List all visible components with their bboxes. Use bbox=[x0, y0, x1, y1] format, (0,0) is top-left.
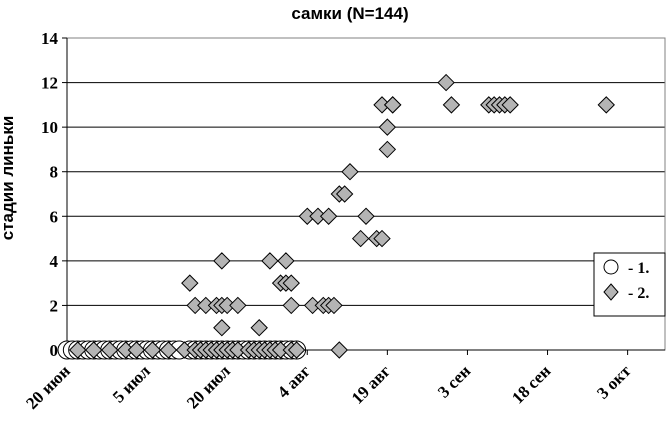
chart-title: самки (N=144) bbox=[291, 4, 408, 23]
y-tick-label: 12 bbox=[41, 74, 58, 93]
x-tick-label: 18 сен bbox=[508, 361, 554, 407]
grid-lines bbox=[67, 37, 665, 306]
legend: - 1. - 2. bbox=[593, 252, 666, 317]
series-2-point bbox=[287, 341, 306, 359]
series-2-point bbox=[277, 252, 295, 270]
x-tick-label: 20 июн bbox=[22, 361, 74, 413]
series-2-point bbox=[325, 296, 343, 315]
x-tick-label: 3 сен bbox=[434, 361, 474, 401]
y-tick-labels: 0 2 4 6 8 10 12 14 bbox=[41, 29, 67, 360]
y-tick-label: 14 bbox=[41, 29, 59, 48]
series-2-point bbox=[181, 274, 199, 292]
y-tick-label: 8 bbox=[50, 163, 59, 182]
series-2-point bbox=[501, 96, 519, 114]
series-2-point bbox=[335, 185, 354, 203]
series-2-point bbox=[330, 341, 349, 359]
series-2-point bbox=[250, 319, 268, 337]
y-axis-label: стадии линьки bbox=[0, 116, 17, 241]
series-2-point bbox=[442, 96, 461, 114]
series-2-point bbox=[437, 73, 455, 92]
series-2-point bbox=[351, 229, 370, 248]
series-2-point bbox=[357, 207, 375, 225]
x-tick-label: 20 июл bbox=[183, 361, 234, 412]
series-2-point bbox=[213, 252, 231, 270]
series-2-point bbox=[282, 274, 300, 292]
series-2-point bbox=[261, 252, 279, 270]
series-2-point bbox=[383, 96, 402, 114]
legend-series-1-marker bbox=[603, 259, 619, 275]
y-tick-label: 0 bbox=[50, 341, 59, 360]
series-2-point bbox=[143, 341, 162, 359]
series-2-point bbox=[378, 118, 397, 136]
series-2-point bbox=[101, 341, 119, 359]
series-2-points bbox=[68, 73, 615, 359]
series-2-point bbox=[378, 140, 397, 159]
x-tick-label: 19 авг bbox=[348, 361, 395, 408]
series-2-point bbox=[341, 163, 359, 181]
y-tick-label: 6 bbox=[50, 207, 59, 226]
series-2-point bbox=[319, 207, 338, 225]
y-tick-label: 2 bbox=[50, 296, 59, 315]
series-2-point bbox=[159, 341, 178, 359]
series-2-point bbox=[213, 319, 231, 337]
axes bbox=[66, 38, 665, 351]
series-2-point bbox=[68, 341, 87, 359]
legend-series-2-marker bbox=[603, 283, 619, 301]
y-tick-label: 4 bbox=[50, 252, 59, 271]
x-tick-label: 5 июл bbox=[109, 361, 154, 406]
series-2-point bbox=[229, 296, 247, 315]
series-2-point bbox=[127, 341, 146, 359]
series-2-point bbox=[84, 341, 103, 359]
x-tick-label: 3 окт bbox=[593, 361, 635, 403]
x-tick-label: 4 авг bbox=[274, 361, 315, 402]
series-2-point bbox=[597, 96, 615, 114]
legend-series-2-label: - 2. bbox=[628, 285, 649, 302]
plot-area bbox=[66, 37, 666, 351]
y-tick-label: 10 bbox=[41, 118, 58, 137]
legend-series-1-label: - 1. bbox=[628, 260, 649, 277]
series-2-point bbox=[373, 229, 391, 248]
series-2-point bbox=[282, 296, 300, 315]
